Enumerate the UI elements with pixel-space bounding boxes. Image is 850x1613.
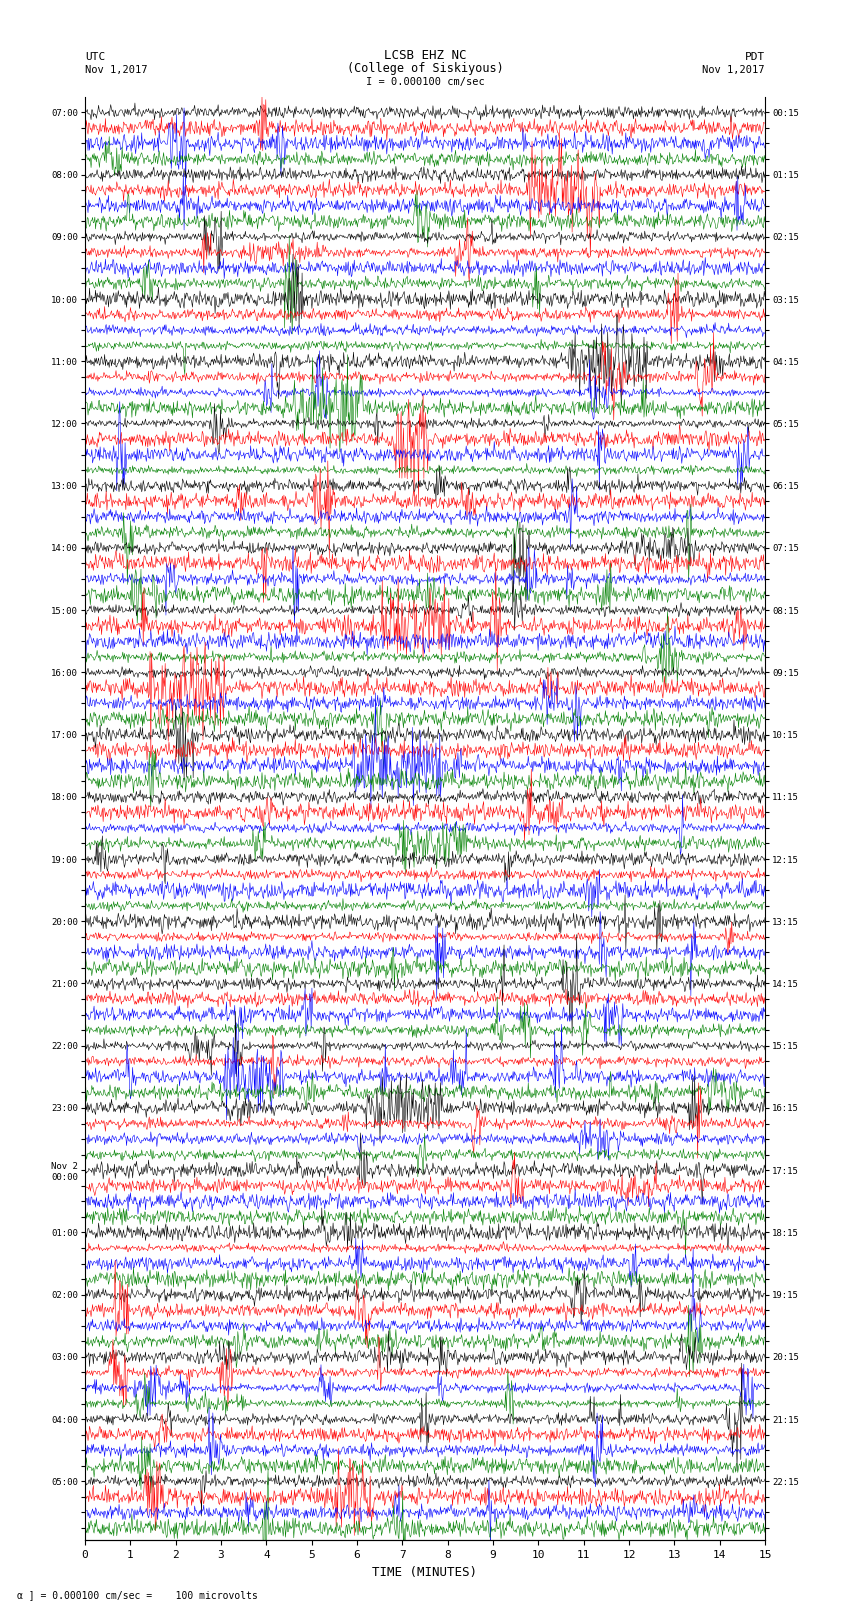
Text: UTC: UTC bbox=[85, 52, 105, 63]
Text: LCSB EHZ NC: LCSB EHZ NC bbox=[383, 48, 467, 63]
Text: (College of Siskiyous): (College of Siskiyous) bbox=[347, 61, 503, 76]
Text: Nov 1,2017: Nov 1,2017 bbox=[702, 65, 765, 76]
X-axis label: TIME (MINUTES): TIME (MINUTES) bbox=[372, 1566, 478, 1579]
Text: I = 0.000100 cm/sec: I = 0.000100 cm/sec bbox=[366, 77, 484, 87]
Text: Nov 1,2017: Nov 1,2017 bbox=[85, 65, 148, 76]
Text: PDT: PDT bbox=[745, 52, 765, 63]
Text: α ] = 0.000100 cm/sec =    100 microvolts: α ] = 0.000100 cm/sec = 100 microvolts bbox=[17, 1590, 258, 1600]
